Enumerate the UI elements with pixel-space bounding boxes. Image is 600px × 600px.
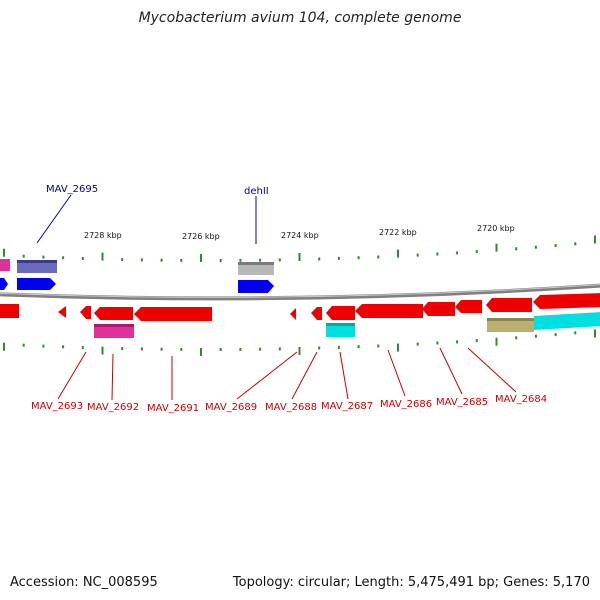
genome-summary-text: Topology: circular; Length: 5,475,491 bp… <box>232 575 590 590</box>
feature-mav2691[interactable] <box>134 307 212 321</box>
label-mav2686[interactable]: MAV_2686 <box>380 399 432 410</box>
lower-tick-ring <box>3 329 596 356</box>
leader-mav2686 <box>387 349 406 397</box>
label-mav2695[interactable]: MAV_2695 <box>46 184 98 195</box>
feature-pink-left[interactable] <box>0 259 10 271</box>
scale-label-2726: 2726 kbp <box>182 232 220 241</box>
scale-label-2728: 2728 kbp <box>84 231 122 240</box>
feature-mav2684[interactable] <box>487 318 534 332</box>
feature-mav2685-a[interactable] <box>422 302 455 316</box>
leader-mav2689 <box>236 351 298 400</box>
label-dehII[interactable]: dehII <box>244 186 269 197</box>
feature-mav2693[interactable] <box>80 306 91 319</box>
feature-slate[interactable] <box>17 260 57 273</box>
genome-backbone <box>0 283 600 301</box>
leader-mav2685 <box>439 347 463 395</box>
feature-mav2692-red[interactable] <box>94 307 133 320</box>
feature-mav2687[interactable] <box>326 323 355 337</box>
upper-tick-ring <box>3 235 596 262</box>
feature-gray[interactable] <box>238 262 274 275</box>
leader-mav2688 <box>291 351 318 400</box>
label-mav2693[interactable]: MAV_2693 <box>31 401 83 412</box>
label-mav2687[interactable]: MAV_2687 <box>321 401 373 412</box>
feature-mav2689[interactable] <box>290 308 296 320</box>
map-title: Mycobacterium avium 104, complete genome <box>138 10 462 26</box>
feature-dehII[interactable] <box>238 280 274 293</box>
leader-mav2692 <box>111 353 114 401</box>
feature-mav2684-red[interactable] <box>486 298 532 312</box>
label-mav2689[interactable]: MAV_2689 <box>205 402 257 413</box>
feature-mav2685[interactable] <box>455 300 482 313</box>
feature-red-left[interactable] <box>0 304 19 318</box>
feature-blue-left[interactable] <box>0 278 8 290</box>
feature-mav2692[interactable] <box>94 324 134 338</box>
feature-mav2686[interactable] <box>355 304 423 318</box>
label-mav2688[interactable]: MAV_2688 <box>265 402 317 413</box>
label-mav2692[interactable]: MAV_2692 <box>87 402 139 413</box>
feature-cyan-right[interactable] <box>534 312 600 330</box>
feature-mav2693-a[interactable] <box>58 306 66 318</box>
feature-mav2687-red[interactable] <box>326 306 355 320</box>
reverse-features <box>0 293 600 338</box>
scale-label-2720: 2720 kbp <box>477 224 515 233</box>
leader-mav2687 <box>339 351 349 400</box>
feature-mav2688[interactable] <box>311 307 322 320</box>
label-mav2684[interactable]: MAV_2684 <box>495 394 547 405</box>
scale-label-2722: 2722 kbp <box>379 228 417 237</box>
accession-text: Accession: NC_008595 <box>10 575 158 590</box>
forward-features <box>0 259 274 293</box>
feature-mav2695[interactable] <box>17 278 56 290</box>
label-mav2685[interactable]: MAV_2685 <box>436 397 488 408</box>
feature-red-right[interactable] <box>533 293 600 309</box>
leader-mav2693 <box>57 351 87 400</box>
leader-mav2695 <box>36 194 72 244</box>
label-mav2691[interactable]: MAV_2691 <box>147 403 199 414</box>
leader-mav2684 <box>467 347 517 393</box>
scale-label-2724: 2724 kbp <box>281 231 319 240</box>
